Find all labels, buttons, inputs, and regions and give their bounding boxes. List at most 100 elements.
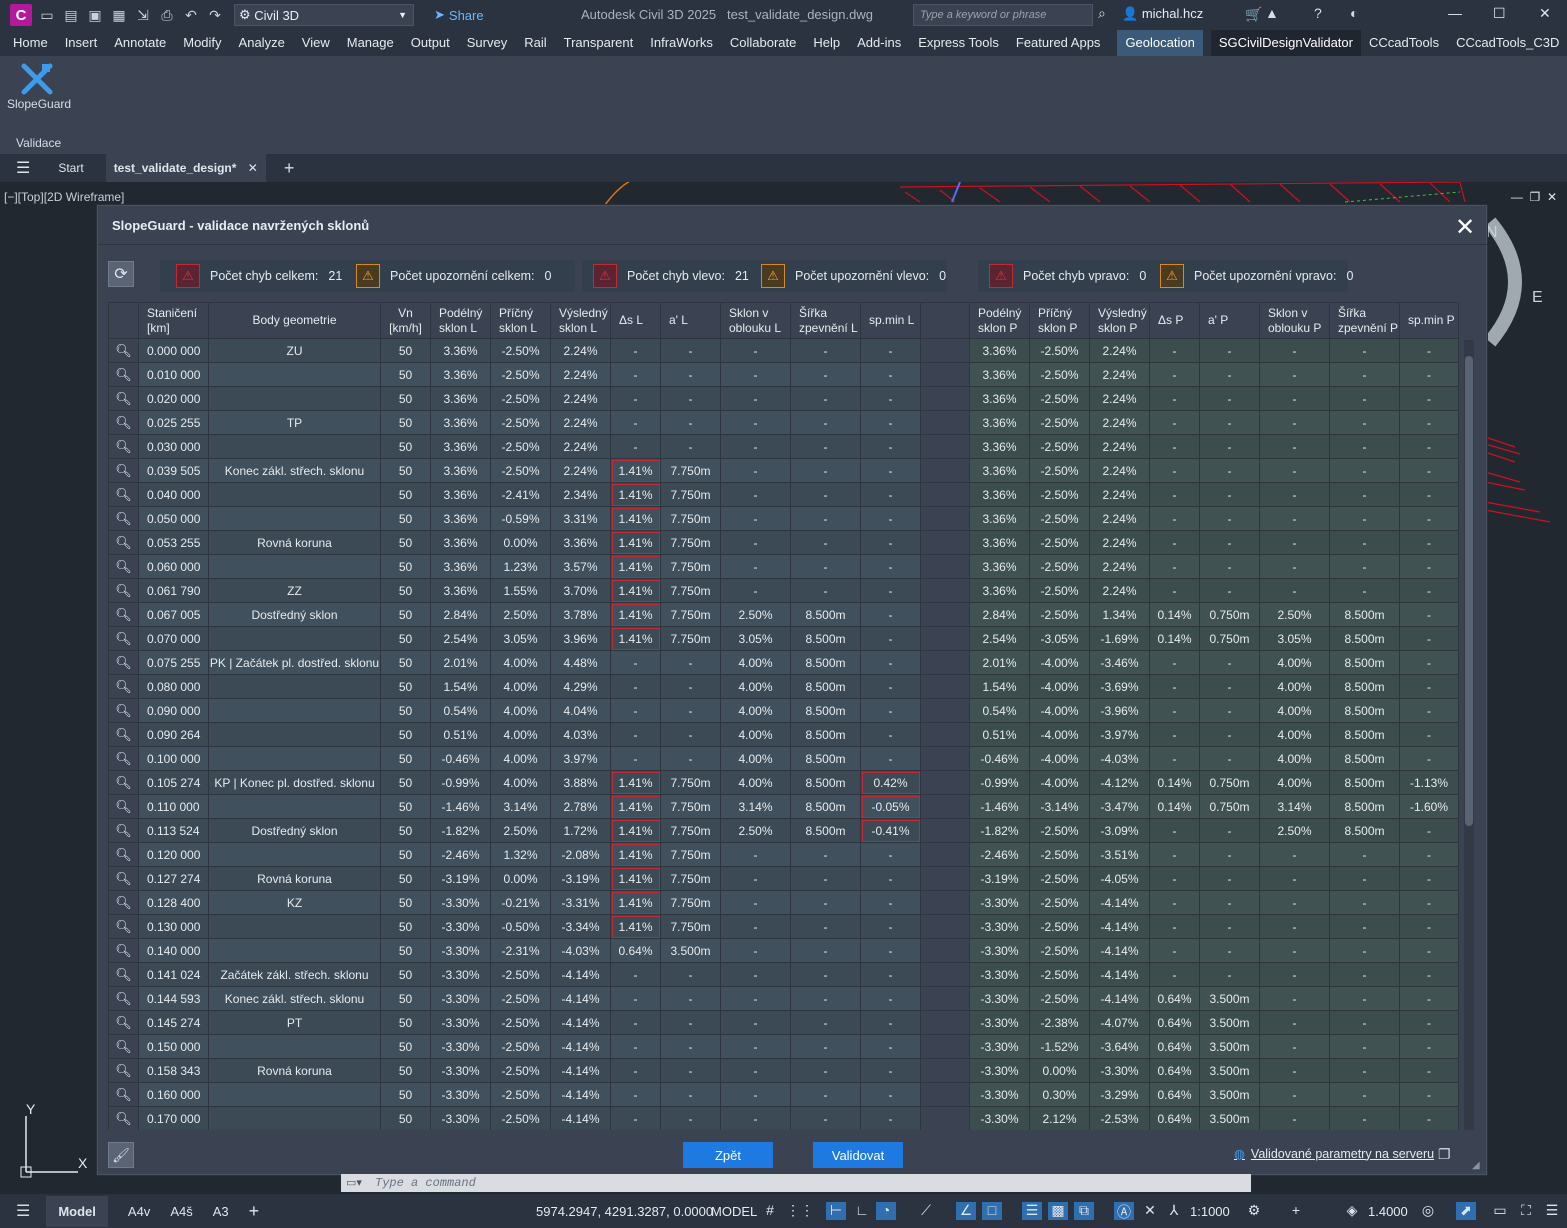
zoom-to-station-icon[interactable]: 🔍︎ — [108, 698, 139, 723]
column-header-10[interactable]: sp.min L — [860, 302, 921, 339]
new-file-icon[interactable]: ▭ — [40, 7, 54, 23]
column-header-2[interactable]: Vn [km/h] — [380, 302, 431, 339]
zoom-to-station-icon[interactable]: 🔍︎ — [108, 962, 139, 987]
table-row[interactable]: 🔍︎ 0.160 000 50 -3.30% -2.50% -4.14% - - - - - -3.3… — [108, 1082, 1459, 1107]
zoom-to-station-icon[interactable]: 🔍︎ — [108, 794, 139, 819]
search-input[interactable]: Type a keyword or phrase — [913, 4, 1093, 26]
zoom-to-station-icon[interactable]: 🔍︎ — [108, 578, 139, 603]
clear-button[interactable]: 🖌 — [108, 1142, 134, 1168]
layer-icon[interactable]: ◈ — [1346, 1202, 1358, 1218]
autodesk-icon[interactable]: ▲ — [1265, 5, 1279, 21]
table-row[interactable]: 🔍︎ 0.067 005 Dostředný sklon 50 2.84% 2.50% 3.… — [108, 602, 1459, 627]
zoom-to-station-icon[interactable]: 🔍︎ — [108, 1082, 139, 1107]
help-icon[interactable]: ? — [1314, 5, 1322, 21]
menu-tab-manage[interactable]: Manage — [346, 35, 394, 50]
column-header-8[interactable]: Sklon v oblouku L — [720, 302, 791, 339]
save-icon[interactable]: ▣ — [88, 7, 102, 23]
infer-icon[interactable]: ⊢ — [826, 1202, 846, 1220]
zoom-to-station-icon[interactable]: 🔍︎ — [108, 386, 139, 411]
hamburger-icon[interactable]: ☰ — [16, 1203, 31, 1220]
lineweight-icon[interactable]: ☰ — [1022, 1202, 1042, 1220]
add-layout-icon[interactable]: + — [248, 1200, 260, 1221]
maximize-icon[interactable]: ☐ — [1493, 5, 1506, 21]
table-row[interactable]: 🔍︎ 0.010 000 50 3.36% -2.50% 2.24% - - - - -3.36% -… — [108, 362, 1459, 387]
zoom-to-station-icon[interactable]: 🔍︎ — [108, 1010, 139, 1035]
hardware-accel-icon[interactable]: ⬈ — [1456, 1202, 1476, 1220]
menu-tab-rail[interactable]: Rail — [524, 35, 547, 50]
close-icon[interactable]: ✕ — [1539, 5, 1551, 21]
table-row[interactable]: 🔍︎ 0.130 000 50 -3.30% -0.50% -3.34% 1.41% 7.75… — [108, 914, 1459, 939]
table-row[interactable]: 🔍︎ 0.141 024 Začátek zákl. střech. sklonu 5… — [108, 962, 1459, 987]
column-header-4[interactable]: Příčný sklon L — [490, 302, 551, 339]
resize-grip-icon[interactable]: ◢ — [1472, 1160, 1480, 1171]
menu-tab-view[interactable]: View — [301, 35, 330, 50]
zoom-to-station-icon[interactable]: 🔍︎ — [108, 434, 139, 459]
table-row[interactable]: 🔍︎ 0.140 000 50 -3.30% -2.31% -4.03% 0.64% 3.50… — [108, 938, 1459, 963]
tab-current[interactable]: test_validate_design* ✕ — [105, 154, 266, 182]
zoom-to-station-icon[interactable]: 🔍︎ — [108, 842, 139, 867]
selection-cycling-icon[interactable]: ⧉ — [1074, 1202, 1094, 1220]
table-row[interactable]: 🔍︎ 0.090 000 50 0.54% 4.00% 4.04% - -4.00% 8.500… — [108, 698, 1459, 723]
column-header-7[interactable]: a' L — [660, 302, 721, 339]
minimize-icon[interactable]: — — [1448, 5, 1462, 21]
validate-button[interactable]: Validovat — [813, 1142, 903, 1168]
column-header-6[interactable]: Δs L — [610, 302, 661, 339]
feedback-icon[interactable]: ◐ — [1350, 5, 1359, 21]
zoom-to-station-icon[interactable]: 🔍︎ — [108, 914, 139, 939]
model-space-toggle[interactable]: MODEL — [711, 1204, 758, 1219]
column-header-1[interactable]: Body geometrie — [208, 302, 381, 339]
zoom-to-station-icon[interactable]: 🔍︎ — [108, 674, 139, 699]
workspace-select[interactable]: ⚙ Civil 3D ▼ — [234, 4, 414, 26]
viewport-controls[interactable]: — ❐ ✕ — [1510, 190, 1557, 204]
menu-tab-cccadtools[interactable]: CCcadTools — [1368, 35, 1440, 50]
menu-tab-modify[interactable]: Modify — [183, 35, 222, 50]
table-row[interactable]: 🔍︎ 0.075 255 PK | Začátek pl. dostřed. skl… — [108, 650, 1459, 675]
table-row[interactable]: 🔍︎ 0.145 274 PT 50 -3.30% -2.50% -4.14% - - - - - -3… — [108, 1010, 1459, 1035]
scrollbar-thumb[interactable] — [1465, 356, 1473, 826]
clean-screen-icon[interactable]: ▭ — [1493, 1202, 1507, 1218]
tab-start[interactable]: Start — [58, 161, 84, 175]
zoom-to-station-icon[interactable]: 🔍︎ — [108, 362, 139, 387]
zoom-to-station-icon[interactable]: 🔍︎ — [108, 410, 139, 435]
column-header-12[interactable]: Podélný sklon P — [969, 302, 1030, 339]
zoom-to-station-icon[interactable]: 🔍︎ — [108, 818, 139, 843]
cart-icon[interactable]: 🛒 — [1245, 6, 1263, 22]
table-row[interactable]: 🔍︎ 0.030 000 50 3.36% -2.50% 2.24% - - - - -3.36% -… — [108, 434, 1459, 459]
plus-icon[interactable]: + — [1291, 1202, 1301, 1218]
table-row[interactable]: 🔍︎ 0.061 790 ZZ 50 3.36% 1.55% 3.70% 1.41% 7.750… — [108, 578, 1459, 603]
hamburger-icon[interactable]: ☰ — [16, 160, 31, 177]
zoom-to-station-icon[interactable]: 🔍︎ — [108, 338, 139, 363]
zoom-to-station-icon[interactable]: 🔍︎ — [108, 626, 139, 651]
fullscreen-icon[interactable]: ⛶ — [1521, 1202, 1531, 1218]
column-header-18[interactable]: Šířka zpevnění P — [1329, 302, 1400, 339]
menu-tab-annotate[interactable]: Annotate — [114, 35, 167, 50]
menu-tab-transparent[interactable]: Transparent — [563, 35, 634, 50]
command-input[interactable]: Type a command — [341, 1174, 1251, 1192]
table-row[interactable]: 🔍︎ 0.158 343 Rovná koruna 50 -3.30% -2.50% -4.… — [108, 1058, 1459, 1083]
undo-icon[interactable]: ↶ — [185, 7, 197, 23]
back-button[interactable]: Zpět — [683, 1142, 773, 1168]
zoom-to-station-icon[interactable]: 🔍︎ — [108, 722, 139, 747]
print-icon[interactable]: ⎙ — [161, 7, 173, 23]
table-row[interactable]: 🔍︎ 0.110 000 50 -1.46% 3.14% 2.78% 1.41% 7.750m… — [108, 794, 1459, 819]
civil3d-logo[interactable]: C — [10, 4, 32, 26]
command-icon[interactable]: ▭▾ — [346, 1177, 362, 1189]
open-folder-icon[interactable]: ▤ — [64, 7, 78, 23]
menu-tab-express-tools[interactable]: Express Tools — [918, 35, 999, 50]
table-row[interactable]: 🔍︎ 0.113 524 Dostředný sklon 50 -1.82% 2.50% 1… — [108, 818, 1459, 843]
table-row[interactable]: 🔍︎ 0.060 000 50 3.36% 1.23% 3.57% 1.41% 7.750m -… — [108, 554, 1459, 579]
zoom-to-station-icon[interactable]: 🔍︎ — [108, 938, 139, 963]
menu-tab-output[interactable]: Output — [410, 35, 450, 50]
menu-tab-insert[interactable]: Insert — [64, 35, 98, 50]
customize-icon[interactable]: ☰ — [1545, 1202, 1559, 1218]
annotation-visibility-icon[interactable]: Ⓐ — [1114, 1202, 1134, 1220]
menu-tab-help[interactable]: Help — [813, 35, 841, 50]
osnap-tracking-icon[interactable]: ∠ — [956, 1202, 976, 1220]
user-menu[interactable]: 👤 michal.hcz — [1122, 6, 1203, 22]
menu-tab-collaborate[interactable]: Collaborate — [729, 35, 797, 50]
zoom-to-station-icon[interactable]: 🔍︎ — [108, 1034, 139, 1059]
redo-icon[interactable]: ↷ — [209, 7, 221, 23]
table-row[interactable]: 🔍︎ 0.050 000 50 3.36% -0.59% 3.31% 1.41% 7.750m… — [108, 506, 1459, 531]
transparency-icon[interactable]: ▩ — [1048, 1202, 1068, 1220]
menu-tab-add-ins[interactable]: Add-ins — [857, 35, 902, 50]
